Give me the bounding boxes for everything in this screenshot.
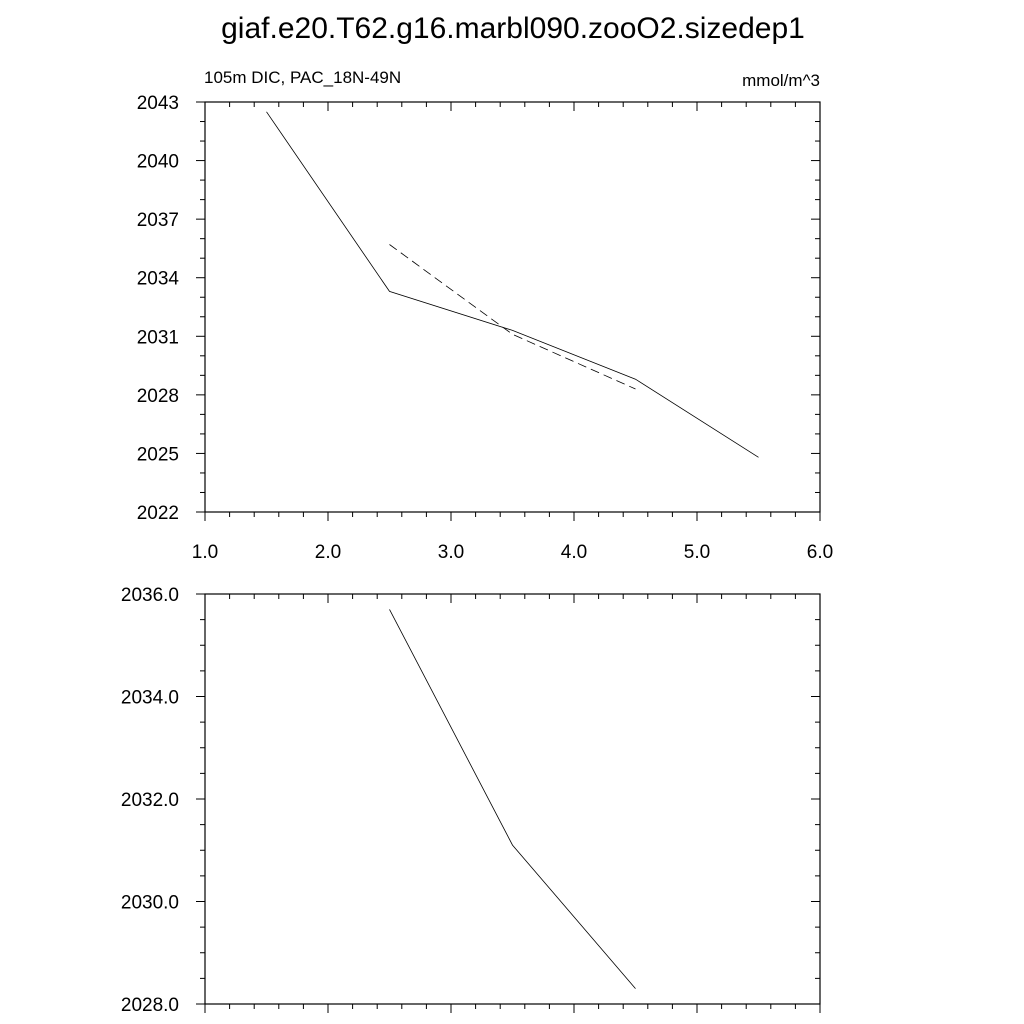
- top-panel-y-tick-label: 2037: [137, 210, 179, 231]
- top-panel-series-line-dashed: [389, 244, 636, 390]
- bottom-panel-series-line-solid: [389, 609, 636, 989]
- top-panel-y-tick-label: 2028: [137, 386, 179, 407]
- bottom-panel-y-tick-label: 2034.0: [121, 688, 179, 709]
- top-panel-x-tick-label: 4.0: [561, 542, 587, 563]
- bottom-panel: 2028.0 2030.0 2032.0 2034.0 2036.0: [121, 585, 821, 1016]
- top-panel-right-label: mmol/m^3: [742, 71, 820, 90]
- top-panel-y-tick-label: 2022: [137, 503, 179, 524]
- top-panel-x-tick-label: 6.0: [807, 542, 833, 563]
- top-panel-y-tick-label: 2040: [137, 152, 179, 173]
- figure-title: giaf.e20.T62.g16.marbl090.zooO2.sizedep1: [221, 12, 805, 45]
- bottom-panel-y-tick-label: 2028.0: [121, 995, 179, 1016]
- top-panel: 105m DIC, PAC_18N-49N mmol/m^3 1.0 2.0 3.0…: [137, 68, 833, 563]
- bottom-panel-y-tick-label: 2036.0: [121, 585, 179, 606]
- top-panel-frame: [204, 101, 821, 513]
- top-panel-y-tick-label: 2025: [137, 444, 179, 465]
- top-panel-x-tick-label: 5.0: [684, 542, 710, 563]
- bottom-panel-y-tick-label: 2032.0: [121, 790, 179, 811]
- top-panel-y-tick-label: 2043: [137, 93, 179, 114]
- bottom-panel-frame: [204, 593, 821, 1005]
- bottom-panel-y-tick-label: 2030.0: [121, 893, 179, 914]
- top-panel-series-line-solid: [266, 111, 759, 458]
- top-panel-y-tick-label: 2034: [137, 269, 180, 290]
- top-panel-left-label: 105m DIC, PAC_18N-49N: [204, 68, 401, 87]
- top-panel-x-tick-label: 2.0: [315, 542, 341, 563]
- top-panel-x-tick-label: 3.0: [438, 542, 464, 563]
- top-panel-y-tick-label: 2031: [137, 327, 179, 348]
- top-panel-x-tick-label: 1.0: [192, 542, 218, 563]
